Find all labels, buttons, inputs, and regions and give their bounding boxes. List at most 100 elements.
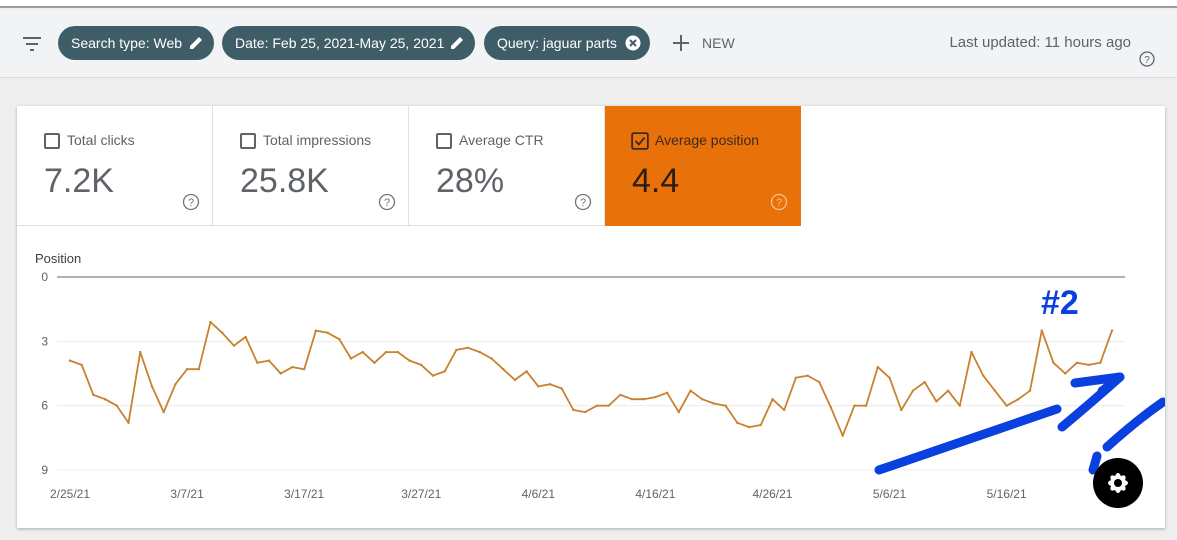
- data-point: [829, 406, 833, 410]
- data-point: [818, 380, 821, 384]
- series-line: [69, 321, 1113, 437]
- data-point: [490, 357, 493, 360]
- x-tick-label: 5/6/21: [873, 487, 907, 501]
- filter-chip-label: Query: jaguar parts: [497, 35, 617, 51]
- x-tick-label: 4/6/21: [522, 487, 556, 501]
- metric-checkbox[interactable]: [240, 133, 256, 149]
- x-tick-label: 5/16/21: [987, 487, 1027, 501]
- filter-chip-label: Search type: Web: [71, 35, 183, 51]
- data-point: [572, 408, 575, 412]
- data-point: [384, 350, 388, 354]
- metric-value: 25.8K: [240, 162, 329, 200]
- data-point: [712, 402, 716, 405]
- metric-average-ctr[interactable]: Average CTR 28% ?: [409, 106, 605, 226]
- help-icon[interactable]: ?: [182, 193, 200, 211]
- data-point: [314, 329, 318, 332]
- remove-icon[interactable]: [625, 35, 641, 51]
- metric-total-impressions[interactable]: Total impressions 25.8K ?: [213, 106, 409, 226]
- data-point: [1017, 398, 1020, 401]
- data-point: [1028, 389, 1032, 392]
- filter-chip-date[interactable]: Date: Feb 25, 2021-May 25, 2021: [222, 26, 475, 60]
- data-point: [583, 410, 587, 414]
- svg-text:?: ?: [776, 197, 782, 209]
- data-point: [209, 320, 212, 324]
- data-point: [701, 398, 704, 401]
- help-icon[interactable]: ?: [770, 193, 788, 211]
- y-tick-label: 6: [41, 399, 48, 413]
- data-point: [665, 391, 669, 394]
- filter-chip-label: Date: Feb 25, 2021-May 25, 2021: [235, 35, 445, 51]
- y-tick-label: 9: [41, 463, 48, 477]
- data-point: [736, 421, 739, 425]
- annotation-rank-label: #2: [1041, 284, 1079, 322]
- data-point: [525, 370, 528, 373]
- data-point: [689, 389, 692, 392]
- data-point: [267, 359, 271, 362]
- data-point: [338, 337, 341, 341]
- metric-checkbox-checked[interactable]: [631, 132, 649, 150]
- metric-label: Total clicks: [67, 132, 135, 148]
- data-point: [1087, 363, 1090, 367]
- data-point: [806, 374, 809, 377]
- data-point: [747, 425, 751, 429]
- data-point: [935, 400, 938, 403]
- data-point: [1075, 361, 1079, 364]
- help-icon[interactable]: ?: [574, 193, 592, 211]
- data-point: [232, 344, 236, 347]
- x-tick-label: 3/17/21: [284, 487, 324, 501]
- data-point: [841, 434, 844, 437]
- data-point: [244, 335, 247, 339]
- data-point: [478, 350, 481, 354]
- help-icon[interactable]: ?: [378, 193, 396, 211]
- data-point: [150, 385, 154, 388]
- svg-text:?: ?: [580, 197, 586, 209]
- data-point: [654, 395, 657, 399]
- data-point: [560, 387, 563, 390]
- data-point: [794, 376, 798, 379]
- data-point: [888, 376, 891, 379]
- data-point: [420, 363, 423, 367]
- data-point: [197, 368, 200, 371]
- data-point: [958, 404, 961, 407]
- data-point: [361, 350, 364, 354]
- filter-list-icon[interactable]: [20, 32, 44, 56]
- data-point: [1005, 404, 1008, 407]
- data-point: [256, 361, 259, 364]
- data-point: [279, 372, 282, 375]
- data-point: [68, 359, 72, 362]
- metric-label: Average CTR: [459, 132, 544, 148]
- data-point: [911, 389, 915, 392]
- data-point: [373, 361, 376, 364]
- data-point: [291, 365, 294, 369]
- data-point: [349, 357, 353, 360]
- data-point: [1040, 329, 1043, 332]
- data-point: [1063, 372, 1067, 375]
- data-point: [466, 346, 470, 349]
- filter-chip-search-type[interactable]: Search type: Web: [58, 26, 214, 60]
- data-point: [443, 370, 446, 373]
- annotation-arrow-stroke: [874, 372, 1125, 475]
- data-point: [595, 404, 599, 407]
- metric-checkbox[interactable]: [436, 133, 452, 149]
- filter-bar: Search type: Web Date: Feb 25, 2021-May …: [0, 10, 1177, 78]
- data-point: [80, 363, 83, 367]
- data-point: [537, 385, 540, 388]
- metric-checkbox[interactable]: [44, 133, 60, 149]
- svg-text:?: ?: [188, 197, 194, 209]
- metric-total-clicks[interactable]: Total clicks 7.2K ?: [17, 106, 213, 226]
- svg-text:?: ?: [1144, 55, 1150, 66]
- x-tick-label: 2/25/21: [50, 487, 90, 501]
- x-tick-label: 4/26/21: [752, 487, 792, 501]
- annotation-arrow-stroke: [1088, 397, 1165, 475]
- filter-chip-query[interactable]: Query: jaguar parts: [484, 26, 650, 60]
- plus-icon: [673, 35, 689, 51]
- help-icon[interactable]: ?: [1139, 51, 1155, 67]
- data-point: [501, 368, 505, 371]
- data-point: [900, 408, 903, 412]
- y-axis-label: Position: [35, 251, 81, 266]
- new-filter-button[interactable]: NEW: [668, 26, 735, 60]
- data-point: [982, 374, 985, 377]
- edit-icon[interactable]: [449, 35, 465, 51]
- edit-icon[interactable]: [188, 35, 204, 51]
- metric-average-position[interactable]: Average position 4.4 ?: [605, 106, 801, 226]
